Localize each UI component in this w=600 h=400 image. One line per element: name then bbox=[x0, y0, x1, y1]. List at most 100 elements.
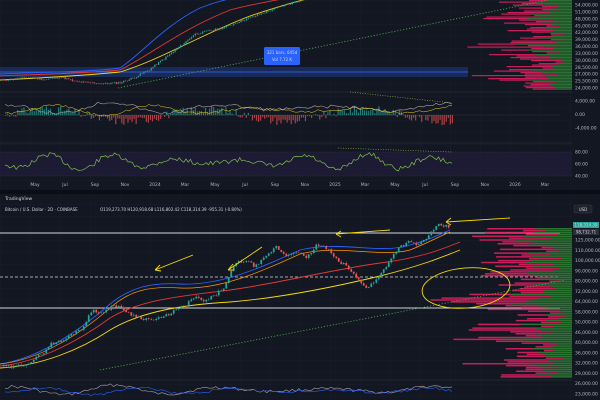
histogram-bar bbox=[98, 115, 101, 121]
candle-body bbox=[405, 242, 408, 247]
candle-body bbox=[233, 23, 235, 26]
candles-top bbox=[2, 0, 306, 85]
candle-body bbox=[137, 75, 140, 78]
volume-profile-bar-sell bbox=[546, 52, 560, 54]
volume-profile-bar-buy bbox=[547, 359, 572, 361]
candle-body bbox=[420, 241, 423, 245]
candle-body bbox=[220, 28, 222, 30]
volume-profile-bar-sell bbox=[531, 31, 549, 33]
candle-body bbox=[312, 249, 315, 254]
candle-body bbox=[22, 77, 24, 78]
histogram-bar bbox=[343, 110, 345, 116]
volume-profile-bar-buy bbox=[528, 299, 572, 301]
bottom-price-axis[interactable] bbox=[572, 214, 600, 400]
volume-profile-bar-buy bbox=[540, 329, 572, 331]
histogram-bar bbox=[19, 111, 21, 116]
histogram-bar bbox=[27, 113, 29, 116]
candle-body bbox=[264, 13, 266, 14]
volume-profile-bar-sell bbox=[468, 329, 541, 331]
histogram-bar bbox=[104, 115, 107, 117]
volume-profile-bar-sell bbox=[533, 36, 552, 38]
tradingview-brand: TradingView bbox=[4, 196, 33, 202]
candle-body bbox=[207, 299, 210, 300]
volume-profile-bar-sell bbox=[500, 248, 554, 251]
volume-profile-bar-buy bbox=[563, 34, 572, 36]
volume-profile-bar-sell bbox=[502, 241, 534, 243]
histogram-bar bbox=[415, 115, 417, 121]
candle-body bbox=[12, 365, 15, 369]
histogram-bar bbox=[327, 112, 329, 116]
candle-body bbox=[229, 25, 231, 27]
histogram-bar bbox=[5, 115, 7, 116]
candle-body bbox=[445, 224, 448, 227]
candle-body bbox=[382, 269, 385, 273]
top-chart[interactable]: 321 bars, 645d Vol 7.72 K 54,000.0051,00… bbox=[0, 0, 600, 188]
candle-body bbox=[269, 10, 272, 12]
candle-body bbox=[182, 305, 185, 307]
histogram-bar bbox=[147, 115, 149, 123]
bottom-chart[interactable]: TradingView Bitcoin / U.S. Dollar · 2D ·… bbox=[0, 194, 600, 400]
volume-profile-bar-sell bbox=[467, 46, 545, 48]
candle-body bbox=[250, 261, 253, 263]
volume-profile-bar-buy bbox=[547, 0, 572, 2]
candle-body bbox=[66, 78, 68, 80]
top-price-tick: 33,000.00 bbox=[575, 51, 598, 57]
histogram-bar bbox=[243, 112, 245, 116]
candle-body bbox=[275, 246, 278, 249]
currency-button[interactable] bbox=[573, 204, 593, 214]
candle-body bbox=[212, 295, 215, 297]
volume-profile-bar-sell bbox=[506, 66, 552, 68]
volume-profile-bar-sell bbox=[430, 299, 529, 301]
volume-profile-bar-buy bbox=[544, 75, 572, 77]
histogram-bar bbox=[329, 110, 331, 116]
candle-body bbox=[189, 38, 191, 40]
candle-body bbox=[73, 80, 75, 82]
histogram-bar bbox=[433, 115, 435, 122]
candle-body bbox=[435, 226, 438, 230]
volume-profile-bar-sell bbox=[490, 271, 527, 273]
candle-body bbox=[201, 31, 204, 34]
candle-body bbox=[102, 83, 105, 85]
volume-profile-bar-sell bbox=[508, 69, 537, 71]
top-price-tick: 48,000.00 bbox=[575, 16, 598, 22]
candle-body bbox=[75, 80, 77, 82]
histogram-bar bbox=[88, 111, 90, 116]
volume-profile-bar-sell bbox=[526, 28, 546, 30]
candle-body bbox=[432, 229, 435, 232]
candle-body bbox=[134, 77, 136, 79]
candle-body bbox=[68, 78, 70, 80]
candle-body bbox=[340, 261, 343, 265]
histogram-bar bbox=[384, 109, 386, 116]
histogram-bar bbox=[194, 107, 196, 116]
candle-body bbox=[337, 258, 340, 262]
histogram-bar bbox=[202, 112, 205, 116]
time-axis[interactable]: May Jul Sep Nov 2024 Mar May Jul Sep Nov 2025 Mar Ma… bbox=[30, 182, 549, 188]
histogram-bar bbox=[196, 111, 198, 116]
histogram-bar bbox=[41, 107, 43, 116]
histogram-bar bbox=[160, 115, 162, 119]
histogram-bar bbox=[276, 115, 278, 125]
candle-body bbox=[295, 1, 297, 3]
volume-profile-bar-buy bbox=[542, 334, 572, 337]
time-axis-label: May bbox=[210, 182, 220, 188]
candle-body bbox=[5, 364, 8, 367]
volume-profile-bar-buy bbox=[552, 346, 572, 348]
histogram-bar bbox=[266, 115, 268, 118]
histogram-bar bbox=[451, 115, 453, 124]
volume-profile-bar-buy bbox=[538, 364, 572, 367]
volume-profile-bar-sell bbox=[472, 327, 536, 329]
volume-profile-bar-sell bbox=[530, 84, 549, 86]
candle-body bbox=[245, 18, 248, 21]
candle-body bbox=[255, 264, 258, 267]
highlight-ellipse bbox=[421, 267, 511, 309]
histogram-bar bbox=[86, 112, 88, 116]
volume-profile-bar-sell bbox=[542, 67, 555, 69]
candle-body bbox=[139, 73, 141, 76]
candle-body bbox=[119, 82, 121, 84]
histogram-bar bbox=[39, 107, 41, 116]
volume-profile-bar-sell bbox=[499, 79, 529, 81]
volume-profile-bar-sell bbox=[518, 263, 554, 266]
volume-profile-bar-buy bbox=[527, 252, 572, 254]
top-price-axis[interactable] bbox=[572, 0, 600, 188]
